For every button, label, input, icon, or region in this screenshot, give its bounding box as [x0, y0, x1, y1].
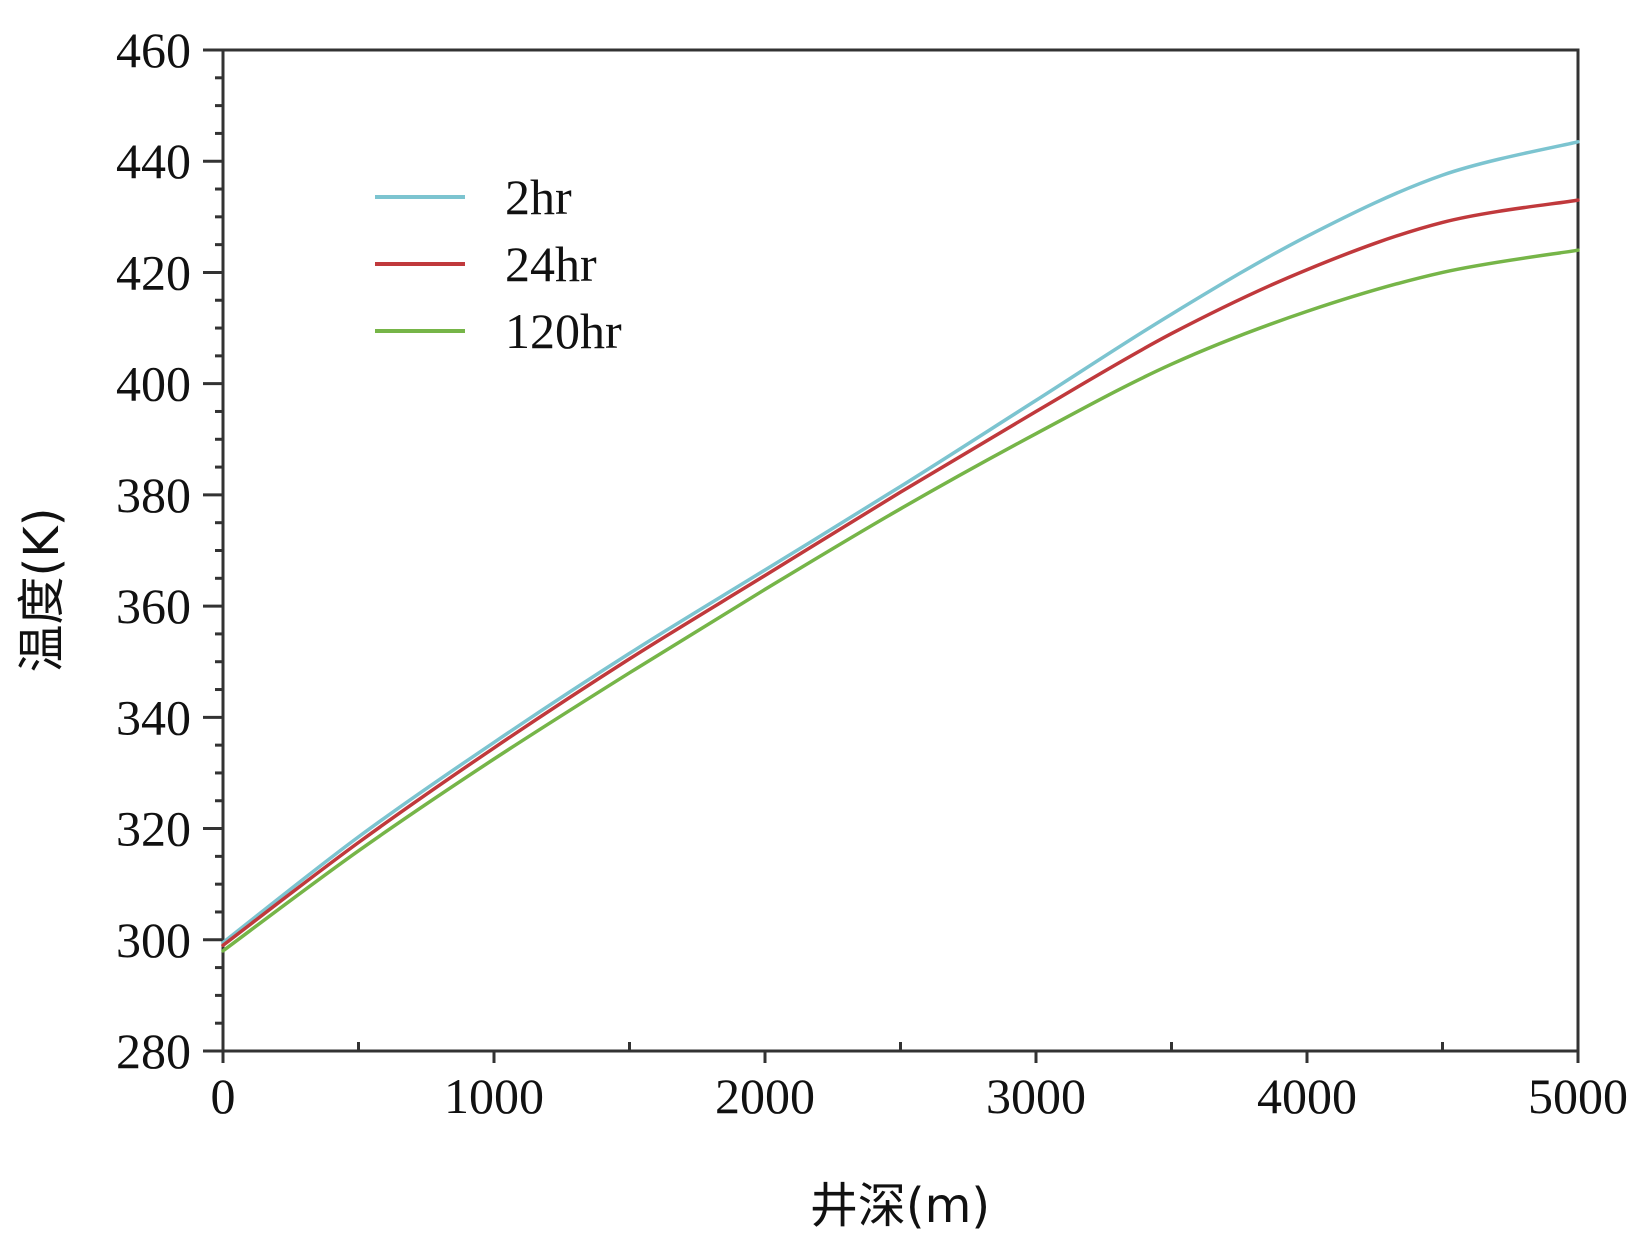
x-tick-label: 5000	[1528, 1068, 1628, 1124]
y-tick-label: 440	[116, 133, 191, 189]
x-tick-label: 2000	[715, 1068, 815, 1124]
y-tick-label: 320	[116, 801, 191, 857]
y-axis-title: 温度(K)	[14, 508, 70, 673]
y-tick-label: 300	[116, 912, 191, 968]
x-tick-label: 0	[211, 1068, 236, 1124]
y-tick-label: 460	[116, 22, 191, 78]
legend: 2hr 24hr 120hr	[375, 169, 622, 359]
legend-label: 24hr	[505, 236, 597, 292]
series-line-2hr	[221, 140, 1580, 945]
legend-label: 2hr	[505, 169, 572, 225]
x-tick-label: 1000	[444, 1068, 544, 1124]
y-tick-label: 420	[116, 244, 191, 300]
series-lines	[221, 140, 1580, 953]
y-tick-label: 380	[116, 467, 191, 523]
y-tick-label: 280	[116, 1023, 191, 1079]
legend-label: 120hr	[505, 303, 622, 359]
series-line-120hr	[221, 248, 1580, 953]
y-tick-label: 340	[116, 689, 191, 745]
y-tick-label: 360	[116, 578, 191, 634]
x-axis-title: 井深(m)	[810, 1178, 990, 1234]
x-tick-label: 4000	[1257, 1068, 1357, 1124]
plot-frame	[221, 48, 1580, 1053]
series-line-24hr	[221, 198, 1580, 948]
y-tick-label: 400	[116, 356, 191, 412]
axis-ticks: 0 1000 2000 3000 4000 5000 280 300 320 340 360 380 4…	[116, 22, 1628, 1124]
x-tick-label: 3000	[986, 1068, 1086, 1124]
